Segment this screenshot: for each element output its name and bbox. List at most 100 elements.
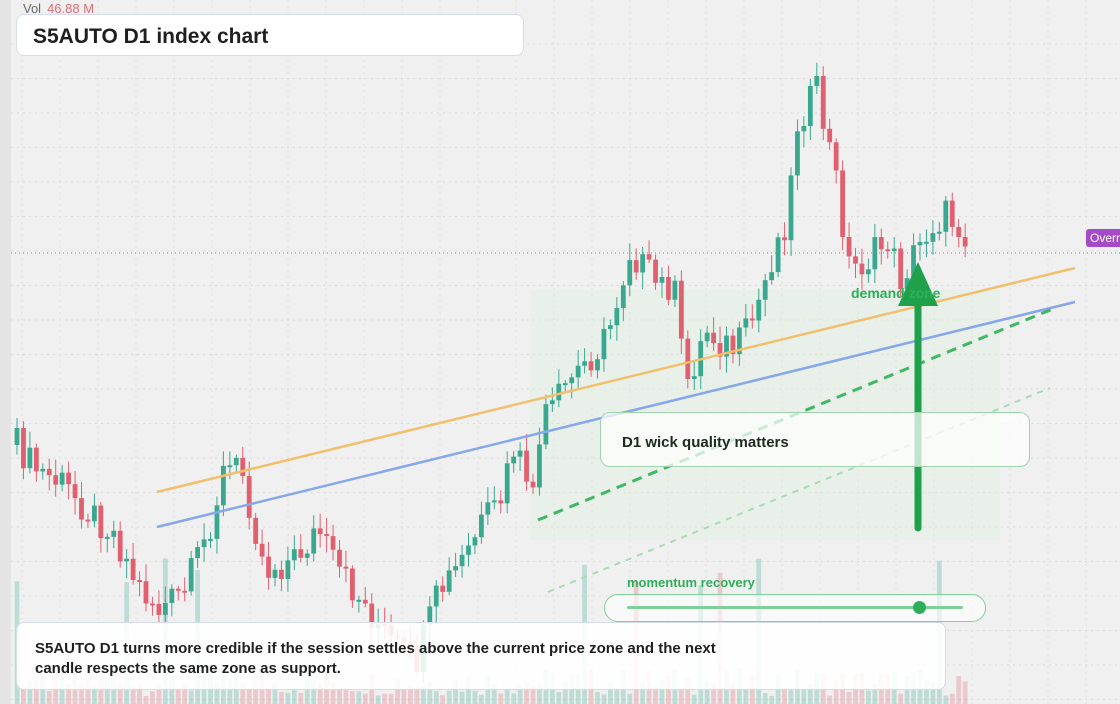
candle-body: [653, 259, 658, 283]
candle-body: [730, 335, 736, 355]
volume-bar: [943, 695, 949, 704]
candle-body: [569, 377, 575, 384]
candle-body: [59, 472, 65, 485]
volume-bar: [691, 694, 697, 704]
candle-body: [711, 332, 716, 344]
volume-bar: [846, 691, 852, 704]
candle-body: [582, 361, 587, 366]
candle-body: [608, 325, 613, 329]
candle-body: [156, 603, 162, 615]
candle-body: [498, 500, 504, 504]
volume-bar: [601, 694, 607, 704]
candle-body: [246, 476, 252, 518]
candle-body: [556, 383, 562, 401]
candle-body: [79, 498, 84, 520]
candle-body: [92, 505, 97, 522]
candle-body: [904, 278, 910, 290]
candle-body: [479, 514, 484, 538]
candle-body: [724, 335, 729, 357]
volume-bar: [227, 679, 233, 704]
candle-body: [782, 237, 787, 241]
candle-body: [924, 241, 929, 244]
candle-body: [678, 280, 684, 339]
volume-bar: [653, 686, 658, 704]
candle-body: [872, 237, 878, 270]
candle-body: [233, 457, 239, 466]
volume-bar: [66, 683, 71, 704]
chart-title: S5AUTO D1 index chart: [33, 25, 269, 48]
volume-bar: [272, 681, 278, 704]
candle-body: [530, 481, 536, 488]
note-card: D1 wick quality matters: [600, 412, 1030, 467]
volume-bar: [143, 695, 149, 704]
candle-body: [427, 606, 433, 625]
volume-bar: [498, 693, 504, 704]
volume-bar: [511, 693, 517, 704]
volume-bar: [291, 687, 297, 704]
candle-body: [962, 236, 968, 247]
commentary-card: S5AUTO D1 turns more credible if the ses…: [16, 622, 946, 690]
candle-body: [440, 585, 446, 592]
candle-body: [169, 588, 175, 603]
candle-body: [124, 558, 130, 562]
candle-body: [266, 556, 271, 578]
volume-bar: [408, 685, 413, 704]
volume-bar: [46, 690, 52, 704]
candle-body: [807, 86, 813, 127]
volume-bar: [337, 689, 342, 704]
volume-bar: [298, 692, 304, 704]
volume-label: Vol: [23, 1, 42, 16]
volume-bar: [924, 679, 929, 704]
volume-bar: [446, 690, 452, 704]
candle-body: [537, 444, 542, 488]
volume-bar: [182, 684, 188, 704]
candle-body: [666, 276, 671, 300]
candle-body: [601, 328, 607, 360]
candle-body: [446, 570, 452, 592]
volume-bar: [608, 682, 613, 704]
volume-bar: [479, 694, 484, 704]
momentum-slider[interactable]: [604, 594, 986, 622]
candle-body: [917, 241, 923, 246]
volume-bar: [466, 676, 471, 704]
candle-body: [466, 545, 471, 555]
volume-bar: [453, 679, 458, 704]
candle-body: [943, 200, 949, 232]
volume-bar: [175, 688, 181, 704]
volume-bar: [704, 682, 710, 704]
candle-body: [762, 280, 768, 300]
volume-bar: [472, 690, 478, 704]
candle-body: [543, 404, 549, 445]
momentum-knob[interactable]: [912, 601, 926, 614]
volume-bar: [427, 681, 433, 704]
volume-bar: [137, 682, 142, 704]
candle-body: [517, 450, 523, 457]
volume-bar: [188, 690, 194, 704]
candle-body: [208, 538, 213, 541]
candle-body: [240, 457, 246, 477]
candle-body: [21, 428, 26, 469]
candle-body: [646, 254, 652, 260]
candle-body: [866, 269, 871, 275]
volume-bar: [285, 692, 291, 704]
candle-body: [369, 603, 375, 629]
candle-body: [298, 549, 304, 558]
candle-body: [472, 537, 478, 546]
volume-bar: [459, 691, 465, 704]
candle-body: [130, 558, 136, 581]
volume-bar: [317, 684, 323, 704]
volume-bar: [382, 693, 388, 704]
volume-bar: [595, 691, 600, 704]
volume-bar: [246, 689, 252, 704]
candle-body: [72, 484, 78, 499]
candle-body: [279, 569, 284, 579]
candle-body: [491, 500, 497, 503]
candle-body: [227, 465, 233, 468]
candle-body: [936, 231, 942, 234]
volume-bar: [685, 678, 691, 704]
candle-body: [111, 530, 117, 537]
candle-body: [949, 200, 955, 227]
volume-bar: [356, 691, 362, 704]
volume-bar: [762, 693, 768, 704]
candle-body: [214, 505, 220, 539]
